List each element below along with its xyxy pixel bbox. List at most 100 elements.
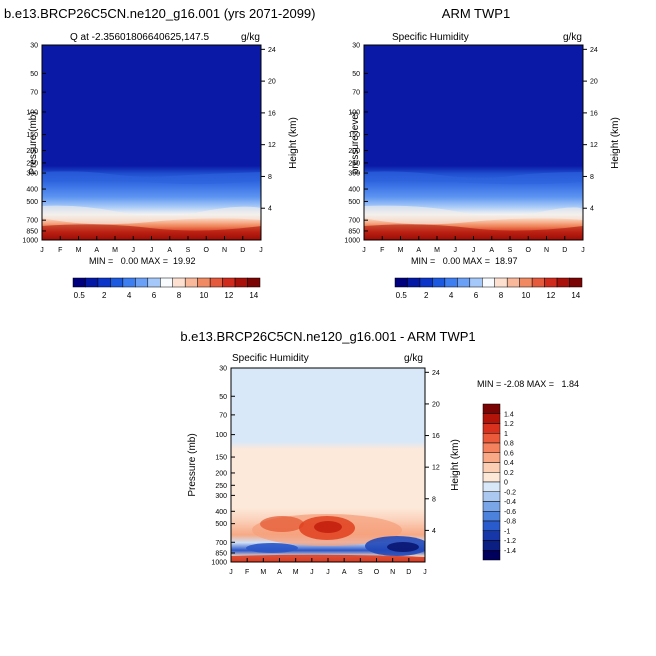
y-tick-label: 70 [219,412,227,419]
y-right-tick-label: 20 [268,79,276,86]
y-right-tick-label: 4 [268,206,272,213]
panel3-axes: J F M A M J J A S O N D J 30 50 70 100 150 200 250 300 400 500… [211,366,439,577]
colorbar-swatch [172,277,186,288]
y-right-tick-label: 12 [432,465,440,472]
y-tick-label: 150 [215,455,227,462]
panel2-ylabel: pressure level [350,112,361,174]
panel2-stats: MIN = 0.00 MAX = 18.97 [411,256,518,266]
y-tick-label: 850 [26,228,38,235]
colorbar-swatch [494,277,508,288]
y-tick-label: 1000 [344,238,360,245]
y-tick-label: 700 [215,540,227,547]
y-right-tick-label: 12 [590,142,598,149]
colorbar-swatch [407,277,421,288]
colorbar-swatch [184,277,198,288]
colorbar-swatch [482,550,501,561]
colorbar-label: -0.2 [504,489,516,496]
x-tick-label: J [40,247,44,254]
colorbar-swatch [482,462,501,473]
colorbar-swatch [482,530,501,541]
x-tick-label: M [112,247,118,254]
y-right-tick-label: 24 [268,47,276,54]
panel3-subtitle: Specific Humidity [232,353,309,364]
x-tick-label: M [293,569,299,576]
x-tick-label: J [150,247,154,254]
panel2-axes: J F M A M J J A S O N D J 30 50 70 100 150 200 250 300 400 500… [344,43,597,255]
y-tick-label: 300 [348,171,360,178]
colorbar-label: 4 [449,291,454,300]
y-tick-label: 700 [348,218,360,225]
colorbar-label: 0.8 [504,441,514,448]
x-tick-label: J [472,247,476,254]
y-right-tick-label: 20 [432,401,440,408]
colorbar-label: 12 [224,291,233,300]
y-tick-label: 50 [352,71,360,78]
colorbar-label: 0.5 [74,291,86,300]
x-tick-label: D [240,247,245,254]
x-tick-label: A [416,247,421,254]
colorbar-swatch [482,413,501,424]
y-right-tick-label: 4 [432,528,436,535]
x-tick-label: D [406,569,411,576]
colorbar-label: 0.2 [504,470,514,477]
x-tick-label: O [204,247,210,254]
panel-observation: ARM TWP1 Specific Humidity g/kg J F M A M J J A… [344,6,621,300]
colorbar-label: 12 [546,291,555,300]
y-tick-label: 200 [215,470,227,477]
x-tick-label: A [94,247,99,254]
panel3-stats: MIN = -2.08 MAX = 1.84 [477,379,579,389]
x-tick-label: F [245,569,249,576]
colorbar-label: 1.4 [504,411,514,418]
x-tick-label: S [358,569,363,576]
panel2-field [364,45,583,240]
y-right-tick-label: 16 [268,110,276,117]
colorbar-swatch [394,277,408,288]
x-tick-label: N [390,569,395,576]
panel3-ylabel-right: Height (km) [450,439,461,491]
y-tick-label: 50 [30,71,38,78]
colorbar-swatch [469,277,483,288]
colorbar-label: 10 [199,291,208,300]
colorbar-swatch [569,277,583,288]
colorbar-label: 2 [424,291,429,300]
y-right-tick-label: 16 [432,433,440,440]
y-right-tick-label: 24 [432,370,440,377]
panel3-field [231,368,425,562]
y-tick-label: 30 [219,366,227,373]
colorbar-swatch [482,452,501,463]
y-tick-label: 500 [26,199,38,206]
panel1-colorbar: 0.5 2 4 6 8 10 12 14 [72,277,261,300]
y-right-tick-label: 12 [268,142,276,149]
panel2-title: ARM TWP1 [442,6,510,21]
y-tick-label: 1000 [22,238,38,245]
colorbar-label: 0 [504,480,508,487]
y-right-tick-label: 20 [590,79,598,86]
x-tick-label: J [326,569,330,576]
colorbar-swatch [506,277,520,288]
y-right-tick-label: 4 [590,206,594,213]
panel1-ylabel: Pressure (mb) [28,111,39,174]
colorbar-swatch [234,277,248,288]
colorbar-swatch [482,501,501,512]
colorbar-swatch [482,433,501,444]
colorbar-swatch [531,277,545,288]
x-tick-label: J [310,569,314,576]
colorbar-swatch [97,277,111,288]
colorbar-swatch [482,491,501,502]
y-tick-label: 50 [219,394,227,401]
panel2-colorbar: 0.5 2 4 6 8 10 12 14 [394,277,583,300]
x-tick-label: M [76,247,82,254]
colorbar-swatch [110,277,124,288]
x-tick-label: M [434,247,440,254]
colorbar-swatch [147,277,161,288]
colorbar-swatch [444,277,458,288]
panel1-field [42,45,261,240]
colorbar-swatch [482,540,501,551]
colorbar-swatch [482,520,501,531]
x-tick-label: J [454,247,458,254]
colorbar-swatch [482,472,501,483]
y-tick-label: 70 [352,90,360,97]
colorbar-swatch [482,442,501,453]
colorbar-swatch [135,277,149,288]
x-tick-label: N [544,247,549,254]
